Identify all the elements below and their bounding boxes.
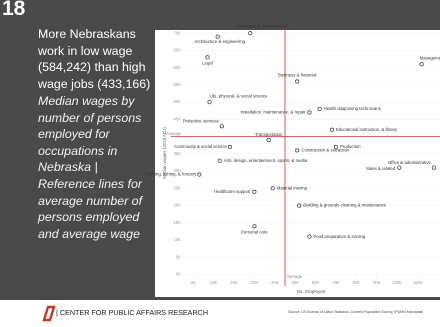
y-tick-label: 15K	[174, 220, 182, 225]
chart-background	[155, 30, 440, 297]
data-point	[270, 186, 275, 191]
point-label: Protective services	[183, 118, 219, 123]
data-point	[295, 79, 300, 84]
y-tick-label: 25K	[174, 185, 182, 190]
x-tick-label: 30K	[251, 280, 259, 285]
point-label: Architecture & engineering	[194, 39, 245, 44]
point-label: Computer & mathematical	[237, 23, 287, 28]
x-tick-label: 0K	[191, 280, 196, 285]
data-point	[397, 165, 402, 170]
data-point	[197, 172, 202, 177]
point-label: Production	[340, 144, 361, 149]
point-label: Health diagnosing technicians	[324, 106, 381, 111]
point-label: Management	[420, 55, 440, 60]
x-axis-label: No. Employed	[297, 289, 326, 294]
footer: | CENTER FOR PUBLIC AFFAIRS RESEARCH Sou…	[0, 300, 440, 327]
data-point	[252, 224, 257, 229]
data-point	[217, 158, 222, 163]
point-label: Educational instruction, & library	[336, 127, 398, 132]
point-label: Food preparation & serving	[313, 234, 365, 239]
data-point	[295, 148, 300, 153]
point-label: Legal	[202, 60, 213, 65]
data-point	[329, 127, 334, 132]
data-point	[297, 203, 302, 208]
point-label: Transportation	[255, 132, 283, 137]
slide-number: 18	[2, 0, 26, 20]
reference-label: Average	[286, 274, 302, 279]
point-label: Healthcare support	[214, 189, 251, 194]
data-point	[333, 144, 339, 150]
data-point	[215, 34, 220, 39]
point-label: Farming, fishing, & forestry	[145, 172, 197, 177]
point-label: Business & financial	[278, 73, 316, 78]
point-label: Life, physical, & social science	[210, 93, 269, 98]
y-tick-label: 0K	[176, 272, 181, 277]
data-point	[219, 124, 224, 129]
data-point	[307, 110, 312, 115]
y-tick-label: 20K	[174, 203, 182, 208]
x-tick-label: 50K	[291, 280, 299, 285]
data-point	[252, 189, 257, 194]
y-axis-label: Median wages (2018 ADJ)	[162, 127, 167, 179]
data-point	[266, 138, 271, 143]
y-tick-label: 55K	[174, 82, 182, 87]
y-tick-label: 60K	[174, 65, 182, 70]
x-tick-label: 10K	[210, 280, 218, 285]
y-tick-label: 5K	[176, 254, 181, 259]
x-tick-label: 110K	[413, 280, 423, 285]
point-label: Community & social service	[174, 144, 227, 149]
data-point	[419, 62, 424, 67]
x-tick-label: 20K	[230, 280, 238, 285]
logo	[42, 305, 56, 322]
description: Median wages by number of persons employ…	[38, 94, 143, 241]
point-label: Material moving	[277, 185, 308, 190]
x-tick-label: 70K	[332, 280, 340, 285]
point-label: Sales & related	[366, 166, 396, 171]
point-label: Personal care	[241, 229, 268, 234]
reference-label: Average	[166, 131, 182, 136]
y-tick-label: 35K	[174, 151, 182, 156]
data-point	[317, 106, 322, 112]
point-label: Office & administrative	[388, 160, 432, 165]
data-point	[205, 55, 210, 60]
organization: | CENTER FOR PUBLIC AFFAIRS RESEARCH	[56, 308, 209, 317]
data-point	[248, 31, 253, 36]
y-tick-label: 50K	[174, 99, 182, 104]
point-label: Building & grounds cleaning & maintenanc…	[303, 203, 387, 208]
x-tick-label: 60K	[312, 280, 320, 285]
y-tick-label: 70K	[174, 30, 182, 35]
y-tick-label: 10K	[174, 237, 182, 242]
point-label: Installation, maintenance, & repair	[240, 110, 306, 115]
x-tick-label: 100K	[392, 280, 402, 285]
y-tick-label: 65K	[174, 48, 182, 53]
data-point	[207, 100, 212, 105]
x-tick-label: 90K	[373, 280, 381, 285]
data-point	[431, 165, 436, 170]
y-tick-label: 45K	[174, 116, 182, 121]
source: Source: US Bureau of Labor Statistics, C…	[288, 310, 423, 314]
x-tick-label: 80K	[353, 280, 361, 285]
point-label: Arts, design, entertainment, sports, & m…	[224, 158, 308, 163]
x-tick-label: 40K	[271, 280, 279, 285]
headline: More Nebraskans work in low wage (584,24…	[38, 27, 151, 91]
data-point	[227, 144, 232, 150]
data-point	[307, 234, 312, 239]
point-label: Construction & extraction	[301, 148, 350, 153]
y-tick-label: 30K	[174, 168, 182, 173]
